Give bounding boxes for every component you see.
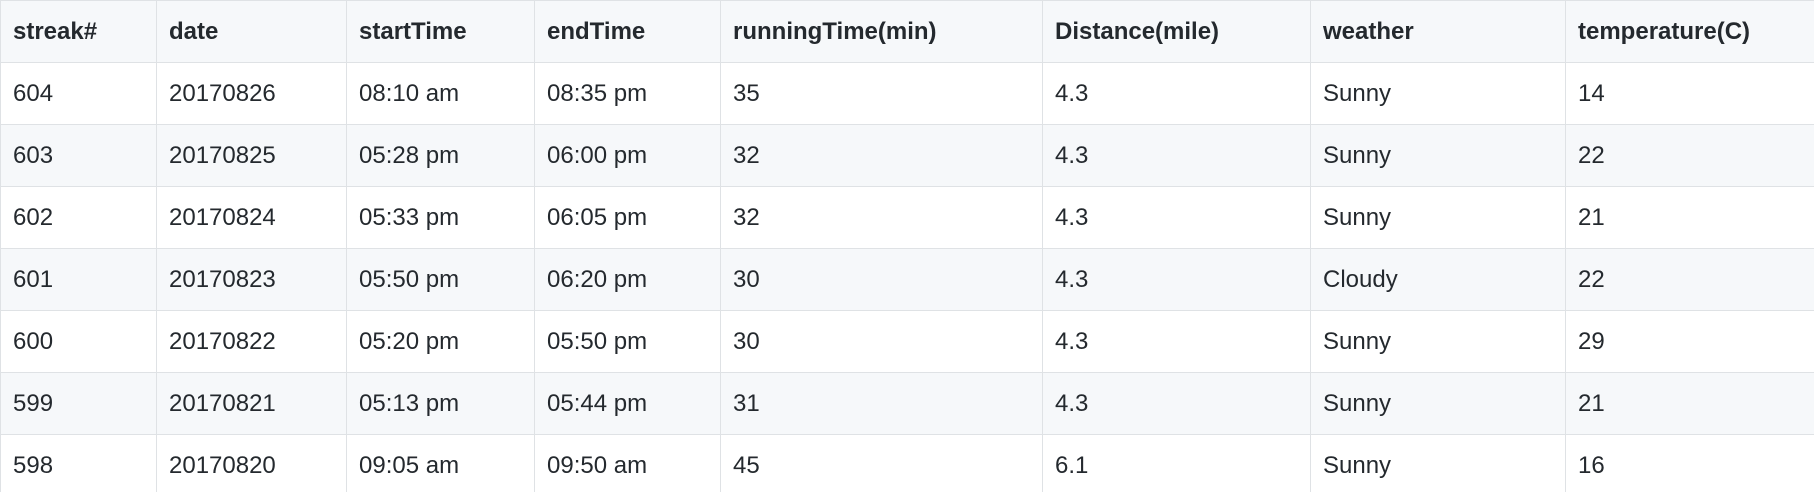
cell-streak: 604 [0,62,157,125]
cell-running-time: 30 [720,310,1043,373]
cell-running-time: 31 [720,372,1043,435]
cell-start-time: 05:13 pm [346,372,535,435]
table-row: 598 20170820 09:05 am 09:50 am 45 6.1 Su… [0,434,1814,492]
cell-streak: 599 [0,372,157,435]
cell-start-time: 05:50 pm [346,248,535,311]
cell-running-time: 30 [720,248,1043,311]
cell-distance: 4.3 [1042,310,1311,373]
cell-weather: Sunny [1310,310,1566,373]
cell-end-time: 05:50 pm [534,310,721,373]
table-row: 604 20170826 08:10 am 08:35 pm 35 4.3 Su… [0,62,1814,125]
cell-running-time: 32 [720,124,1043,187]
cell-weather: Sunny [1310,124,1566,187]
table-row: 603 20170825 05:28 pm 06:00 pm 32 4.3 Su… [0,124,1814,187]
cell-streak: 603 [0,124,157,187]
cell-end-time: 05:44 pm [534,372,721,435]
cell-weather: Sunny [1310,372,1566,435]
cell-distance: 4.3 [1042,186,1311,249]
cell-weather: Sunny [1310,434,1566,492]
cell-distance: 4.3 [1042,248,1311,311]
cell-date: 20170826 [156,62,347,125]
header-end-time: endTime [534,0,721,63]
cell-date: 20170822 [156,310,347,373]
cell-date: 20170824 [156,186,347,249]
cell-distance: 4.3 [1042,124,1311,187]
cell-end-time: 06:05 pm [534,186,721,249]
header-temperature: temperature(C) [1565,0,1814,63]
cell-temperature: 29 [1565,310,1814,373]
table-body: 604 20170826 08:10 am 08:35 pm 35 4.3 Su… [0,62,1814,492]
cell-start-time: 05:28 pm [346,124,535,187]
cell-weather: Sunny [1310,186,1566,249]
cell-distance: 4.3 [1042,372,1311,435]
cell-temperature: 21 [1565,372,1814,435]
cell-weather: Cloudy [1310,248,1566,311]
cell-temperature: 16 [1565,434,1814,492]
cell-end-time: 08:35 pm [534,62,721,125]
cell-temperature: 21 [1565,186,1814,249]
cell-date: 20170821 [156,372,347,435]
cell-distance: 6.1 [1042,434,1311,492]
cell-temperature: 22 [1565,248,1814,311]
header-weather: weather [1310,0,1566,63]
header-streak: streak# [0,0,157,63]
cell-running-time: 45 [720,434,1043,492]
cell-running-time: 35 [720,62,1043,125]
table-row: 602 20170824 05:33 pm 06:05 pm 32 4.3 Su… [0,186,1814,249]
cell-temperature: 22 [1565,124,1814,187]
cell-streak: 600 [0,310,157,373]
cell-streak: 601 [0,248,157,311]
table-header: streak# date startTime endTime runningTi… [0,0,1814,63]
header-distance: Distance(mile) [1042,0,1311,63]
cell-start-time: 09:05 am [346,434,535,492]
cell-end-time: 09:50 am [534,434,721,492]
cell-distance: 4.3 [1042,62,1311,125]
cell-date: 20170825 [156,124,347,187]
cell-start-time: 05:20 pm [346,310,535,373]
cell-start-time: 05:33 pm [346,186,535,249]
cell-temperature: 14 [1565,62,1814,125]
header-date: date [156,0,347,63]
header-start-time: startTime [346,0,535,63]
header-row: streak# date startTime endTime runningTi… [0,0,1814,63]
cell-streak: 598 [0,434,157,492]
cell-start-time: 08:10 am [346,62,535,125]
cell-date: 20170823 [156,248,347,311]
table-row: 599 20170821 05:13 pm 05:44 pm 31 4.3 Su… [0,372,1814,435]
table-row: 600 20170822 05:20 pm 05:50 pm 30 4.3 Su… [0,310,1814,373]
cell-streak: 602 [0,186,157,249]
cell-end-time: 06:00 pm [534,124,721,187]
cell-weather: Sunny [1310,62,1566,125]
table-row: 601 20170823 05:50 pm 06:20 pm 30 4.3 Cl… [0,248,1814,311]
cell-date: 20170820 [156,434,347,492]
header-running-time: runningTime(min) [720,0,1043,63]
cell-end-time: 06:20 pm [534,248,721,311]
cell-running-time: 32 [720,186,1043,249]
